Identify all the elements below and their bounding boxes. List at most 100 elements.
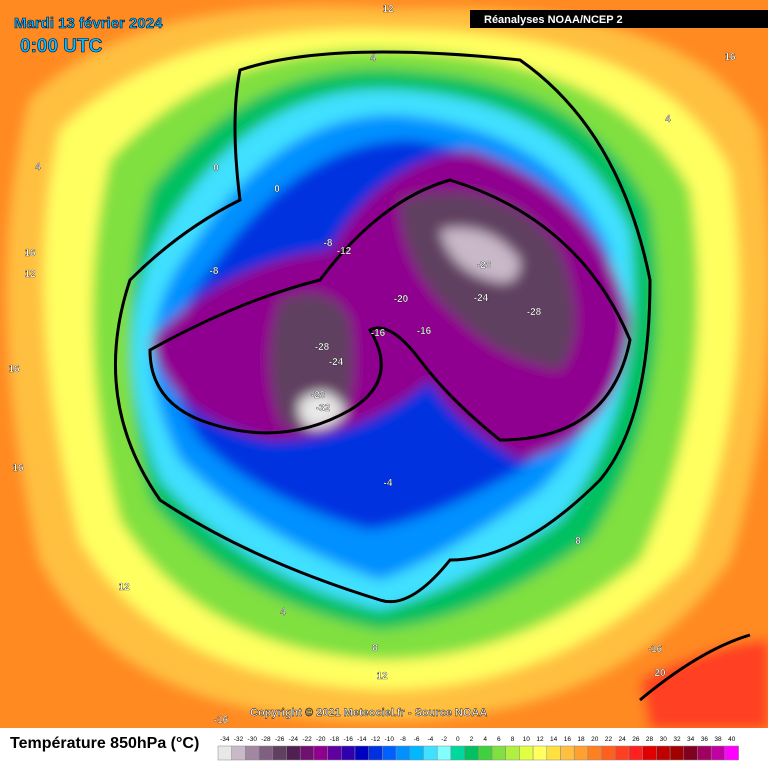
source-box — [470, 10, 768, 28]
contour-label: -28 — [477, 260, 492, 271]
legend-swatch — [683, 745, 698, 761]
legend-label: -10 — [385, 736, 395, 743]
legend-swatch — [299, 745, 315, 761]
contour-label: -32 — [316, 403, 331, 414]
legend-label: -20 — [316, 736, 326, 743]
legend-swatch — [341, 745, 356, 761]
legend-label: -14 — [357, 736, 367, 743]
contour-label: 4 — [370, 53, 376, 64]
legend-label: -18 — [330, 736, 340, 743]
legend-label: 10 — [523, 736, 531, 743]
legend-label: 2 — [470, 736, 474, 743]
legend-label: 0 — [456, 736, 460, 743]
contour-label: 12 — [376, 671, 388, 682]
legend-label: 12 — [536, 736, 544, 743]
contour-label: -24 — [474, 293, 489, 304]
contour-label: 4 — [665, 114, 671, 125]
legend-label: -4 — [427, 736, 433, 743]
legend-swatch — [327, 745, 342, 761]
legend-label: -24 — [289, 736, 299, 743]
copyright: Copyright © 2021 Meteociel.fr - Source N… — [250, 707, 487, 719]
legend-label: 40 — [728, 736, 736, 743]
legend-swatch — [395, 745, 411, 761]
contour-label: 12 — [382, 4, 394, 15]
legend-swatch — [436, 745, 452, 761]
legend-swatch — [560, 745, 575, 761]
legend-swatch — [450, 745, 465, 761]
legend-label: -16 — [343, 736, 353, 743]
legend-label: -26 — [275, 736, 285, 743]
contour-label: 8 — [575, 536, 581, 547]
legend-label: -12 — [371, 736, 381, 743]
legend-swatch — [724, 745, 739, 761]
legend-label: 34 — [687, 736, 695, 743]
legend-label: 36 — [701, 736, 709, 743]
legend-swatch — [656, 745, 671, 761]
source: Réanalyses NOAA/NCEP 2 — [484, 14, 623, 26]
contour-label: -28 — [527, 307, 542, 318]
legend-title: Température 850hPa (°C) — [10, 735, 199, 752]
contour-label: -8 — [210, 266, 219, 277]
legend-swatch — [669, 745, 685, 761]
legend-swatch — [519, 745, 534, 761]
legend-swatch — [258, 745, 274, 761]
contour-label: 0 — [213, 163, 219, 174]
legend-swatch — [423, 745, 438, 761]
contour-label: -20 — [394, 294, 409, 305]
contour-label: 20 — [654, 668, 666, 679]
temperature-field — [0, 0, 768, 750]
legend-label: -2 — [441, 736, 447, 743]
legend-swatch — [710, 745, 726, 761]
contour-label: 4 — [35, 162, 41, 173]
contour-label: 16 — [12, 463, 24, 474]
legend-label: 6 — [497, 736, 501, 743]
legend-swatch — [286, 745, 301, 761]
contour-label: 12 — [24, 269, 36, 280]
legend-label: 26 — [632, 736, 640, 743]
contour-label: 12 — [118, 582, 130, 593]
legend-label: 4 — [483, 736, 487, 743]
legend-swatch — [217, 745, 232, 761]
legend-swatch — [587, 745, 602, 761]
time: 0:00 UTC — [20, 36, 103, 57]
legend-swatch — [573, 745, 589, 761]
legend-swatch — [546, 745, 561, 761]
legend-swatch — [615, 745, 630, 761]
contour-label: 8 — [372, 643, 378, 654]
legend-label: 18 — [577, 736, 585, 743]
legend-swatch — [231, 745, 246, 761]
legend-swatch — [532, 745, 548, 761]
legend-swatch — [368, 745, 383, 761]
legend-label: 30 — [660, 736, 668, 743]
legend-swatch — [313, 745, 328, 761]
legend-swatch — [478, 745, 493, 761]
legend-label: -8 — [400, 736, 406, 743]
legend-swatch — [272, 745, 287, 761]
contour-label: -16 — [648, 644, 663, 655]
legend-label: 24 — [619, 736, 627, 743]
legend-swatch — [464, 745, 479, 761]
legend-label: -30 — [248, 736, 258, 743]
legend-label: 28 — [646, 736, 654, 743]
legend-swatch — [382, 745, 397, 761]
legend-label: -28 — [261, 736, 271, 743]
legend-label: -6 — [414, 736, 420, 743]
legend-swatch — [505, 745, 520, 761]
legend-swatch — [409, 745, 424, 761]
legend-label: 22 — [605, 736, 613, 743]
contour-label: -24 — [329, 357, 344, 368]
legend-label: -22 — [302, 736, 312, 743]
contour-label: 4 — [280, 607, 286, 618]
legend-swatch — [601, 745, 616, 761]
legend-swatch — [628, 745, 643, 761]
legend-label: 20 — [591, 736, 599, 743]
contour-label: -12 — [337, 246, 352, 257]
contour-label: -28 — [311, 390, 326, 401]
contour-label: -16 — [417, 326, 432, 337]
contour-label: -16 — [214, 715, 229, 726]
legend-swatch — [245, 745, 260, 761]
contour-label: -16 — [371, 328, 386, 339]
legend-swatch — [642, 745, 657, 761]
